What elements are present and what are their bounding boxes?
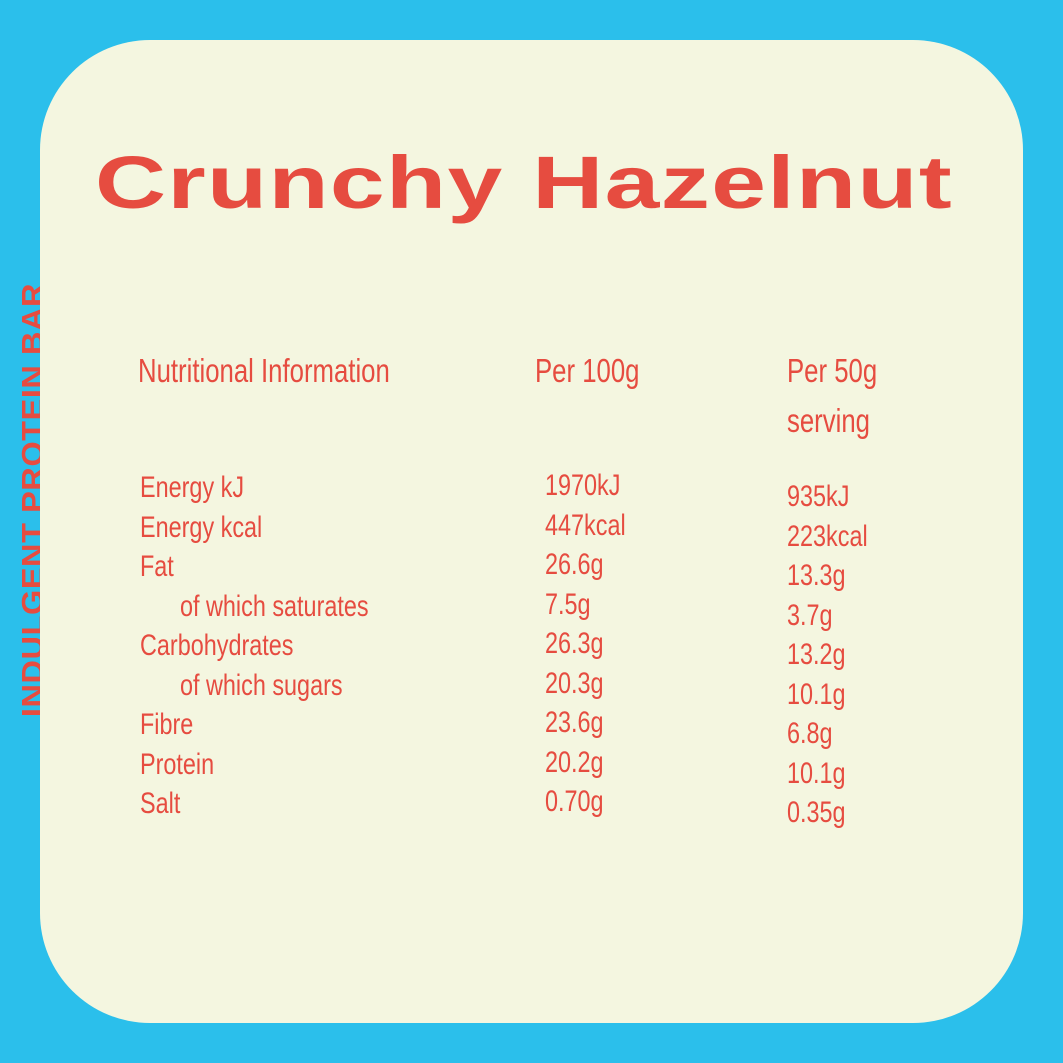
nutrient-label: Protein xyxy=(140,747,215,781)
serving-value: 13.2g xyxy=(787,638,846,671)
header-nutrient: Nutritional Information xyxy=(138,352,390,389)
table-row: 223kcal xyxy=(787,517,890,557)
table-row: 26.3g xyxy=(545,624,648,664)
per100-value: 23.6g xyxy=(545,706,604,739)
table-row: 0.70g xyxy=(545,782,648,822)
serving-value: 13.3g xyxy=(787,559,846,592)
per100-value: 0.70g xyxy=(545,785,604,818)
nutrient-label: Salt xyxy=(140,787,181,820)
table-row: 10.1g xyxy=(787,675,890,715)
table-row: 23.6g xyxy=(545,703,648,743)
serving-value: 3.7g xyxy=(787,598,833,632)
nutrient-label: Energy kcal xyxy=(140,510,263,544)
table-row: of which sugars xyxy=(140,666,422,706)
table-row: 935kJ xyxy=(787,477,890,517)
per100-value: 20.2g xyxy=(545,745,604,779)
nutrient-label: Energy kJ xyxy=(140,471,245,504)
per-serving-values: 935kJ 223kcal 13.3g 3.7g 13.2g 10.1g 6.8g 10.1g… xyxy=(787,477,890,833)
header-per100: Per 100g xyxy=(535,352,640,389)
per100-values: 1970kJ 447kcal 26.6g 7.5g 26.3g 20.3g 23.6g 20.… xyxy=(545,466,648,822)
table-row: 26.6g xyxy=(545,545,648,585)
nutrition-card xyxy=(40,40,1023,1023)
nutrient-labels: Energy kJ Energy kcal Fat of which saturate… xyxy=(140,468,422,824)
nutrient-label: Carbohydrates xyxy=(140,629,294,662)
per100-value: 26.3g xyxy=(545,627,604,660)
table-row: 7.5g xyxy=(545,585,648,625)
per100-value: 7.5g xyxy=(545,587,591,621)
table-row: Carbohydrates xyxy=(140,626,422,666)
nutrient-label: Fibre xyxy=(140,708,194,741)
table-row: Salt xyxy=(140,784,422,824)
table-row: Energy kcal xyxy=(140,508,422,548)
table-row: 20.2g xyxy=(545,743,648,783)
table-row: 10.1g xyxy=(787,754,890,794)
serving-value: 10.1g xyxy=(787,756,846,790)
nutrient-label: of which saturates xyxy=(180,589,369,623)
per100-value: 20.3g xyxy=(545,666,604,700)
product-title: Crunchy Hazelnut xyxy=(95,141,953,224)
table-row: 20.3g xyxy=(545,664,648,704)
header-per-serving: Per 50g serving xyxy=(787,352,878,439)
table-row: Protein xyxy=(140,745,422,785)
serving-value: 10.1g xyxy=(787,677,846,711)
nutrient-label: Fat xyxy=(140,550,174,583)
table-row: 1970kJ xyxy=(545,466,648,506)
table-row: 13.2g xyxy=(787,635,890,675)
per100-value: 447kcal xyxy=(545,508,626,542)
table-row: 6.8g xyxy=(787,714,890,754)
per100-value: 26.6g xyxy=(545,548,604,581)
table-row: Fibre xyxy=(140,705,422,745)
table-row: of which saturates xyxy=(140,587,422,627)
table-row: 0.35g xyxy=(787,793,890,833)
table-row: 3.7g xyxy=(787,596,890,636)
serving-value: 0.35g xyxy=(787,796,846,829)
serving-value: 223kcal xyxy=(787,519,868,553)
table-row: 447kcal xyxy=(545,506,648,546)
serving-value: 6.8g xyxy=(787,717,833,750)
nutrient-label: of which sugars xyxy=(180,668,343,702)
per100-value: 1970kJ xyxy=(545,469,621,502)
table-row: Fat xyxy=(140,547,422,587)
table-row: Energy kJ xyxy=(140,468,422,508)
serving-value: 935kJ xyxy=(787,480,850,513)
table-row: 13.3g xyxy=(787,556,890,596)
